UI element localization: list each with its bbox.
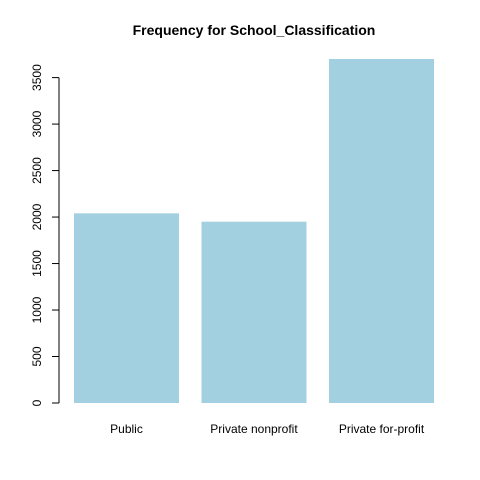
bar <box>201 221 307 403</box>
y-tick-label: 1500 <box>30 250 44 277</box>
x-category-label: Public <box>110 422 143 436</box>
y-tick-label: 2500 <box>30 157 44 184</box>
y-axis: 0 500 1000 1500 2000 2500 3000 3500 <box>30 64 60 406</box>
y-tick-label: 2000 <box>30 203 44 230</box>
x-category-label: Private for-profit <box>339 422 425 436</box>
y-tick-label: 500 <box>30 346 44 366</box>
x-axis-labels: Public Private nonprofit Private for-profi… <box>110 422 425 436</box>
y-tick-label: 3000 <box>30 110 44 137</box>
bars <box>74 59 434 403</box>
y-tick-label: 0 <box>30 399 44 406</box>
y-tick-label: 1000 <box>30 296 44 323</box>
y-tick-label: 3500 <box>30 64 44 91</box>
bar <box>74 213 179 403</box>
x-category-label: Private nonprofit <box>210 422 298 436</box>
bar <box>329 59 434 403</box>
chart-title: Frequency for School_Classification <box>133 22 376 38</box>
